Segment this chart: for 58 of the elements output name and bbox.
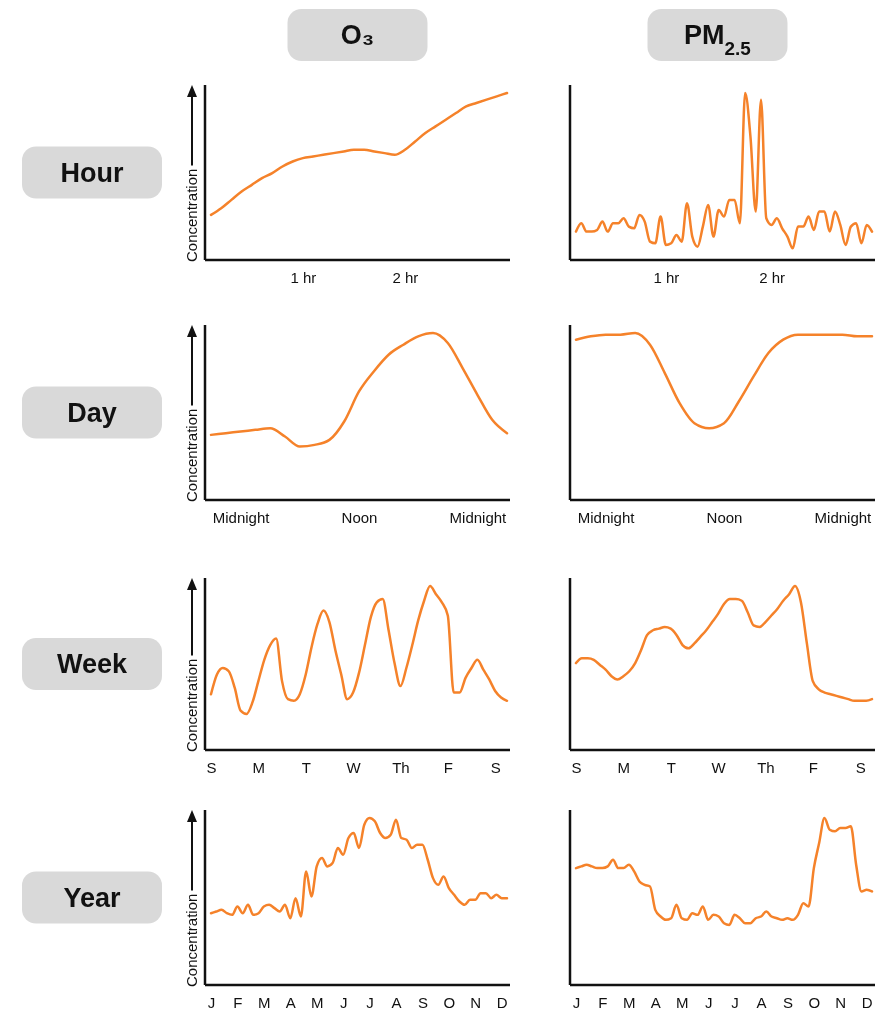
x-tick-label: Noon (341, 508, 378, 526)
x-tick-label: N (835, 993, 847, 1011)
y-axis-title: Concentration (183, 168, 200, 262)
x-tick-label: S (782, 993, 793, 1011)
chart-title: PM$_{2.5}$ (684, 20, 751, 59)
x-tick-label: O (443, 993, 456, 1011)
x-tick-label: Midnight (449, 508, 508, 526)
x-tick-label: 2 hr (392, 268, 419, 286)
x-tick-label: A (285, 993, 296, 1011)
x-tick-label: A (650, 993, 661, 1011)
x-tick-label: J (339, 993, 348, 1011)
x-tick-label: F (598, 993, 608, 1011)
x-tick-label: 1 hr (290, 268, 317, 286)
x-tick-label: M (258, 993, 271, 1011)
x-tick-label: S (490, 758, 501, 776)
x-tick-label: O (808, 993, 821, 1011)
x-tick-label: J (366, 993, 374, 1011)
x-tick-label: S (206, 758, 217, 776)
y-axis-title: Concentration (183, 893, 200, 987)
x-tick-label: M (617, 758, 631, 776)
x-tick-label: T (301, 758, 311, 776)
chart-title: O₃ (340, 20, 375, 50)
x-tick-label: Midnight (814, 508, 873, 526)
x-tick-label: M (310, 993, 324, 1011)
x-tick-label: S (417, 993, 428, 1011)
x-tick-label: W (346, 758, 362, 776)
x-tick-label: M (623, 993, 636, 1011)
text: Day (67, 397, 117, 428)
x-tick-label: W (711, 758, 727, 776)
x-tick-label: M (675, 993, 689, 1011)
text: Week (56, 649, 128, 679)
x-tick-label: D (496, 993, 508, 1011)
x-tick-label: A (391, 993, 402, 1011)
x-tick-label: Midnight (577, 508, 636, 526)
text: Hour (60, 157, 124, 188)
x-tick-label: F (808, 758, 818, 776)
x-tick-label: J (207, 993, 216, 1011)
y-axis-title: Concentration (183, 658, 200, 752)
x-tick-label: S (855, 758, 866, 776)
x-tick-label: J (731, 993, 739, 1011)
x-tick-label: Th (392, 758, 410, 776)
x-tick-label: D (861, 993, 873, 1011)
x-tick-label: 2 hr (759, 268, 785, 286)
x-tick-label: Midnight (212, 508, 271, 526)
x-tick-label: N (470, 993, 482, 1011)
x-tick-label: J (704, 993, 713, 1011)
x-tick-label: S (571, 758, 582, 776)
x-tick-label: T (666, 758, 676, 776)
y-axis-title: Concentration (183, 408, 200, 502)
x-tick-label: Th (757, 758, 775, 776)
x-tick-label: F (233, 993, 243, 1011)
x-tick-label: 1 hr (653, 268, 680, 286)
x-tick-label: A (756, 993, 767, 1011)
x-tick-label: M (252, 758, 266, 776)
x-tick-label: J (572, 993, 581, 1011)
x-tick-label: Noon (706, 508, 743, 526)
x-tick-label: F (443, 758, 453, 776)
text: Year (63, 882, 122, 913)
